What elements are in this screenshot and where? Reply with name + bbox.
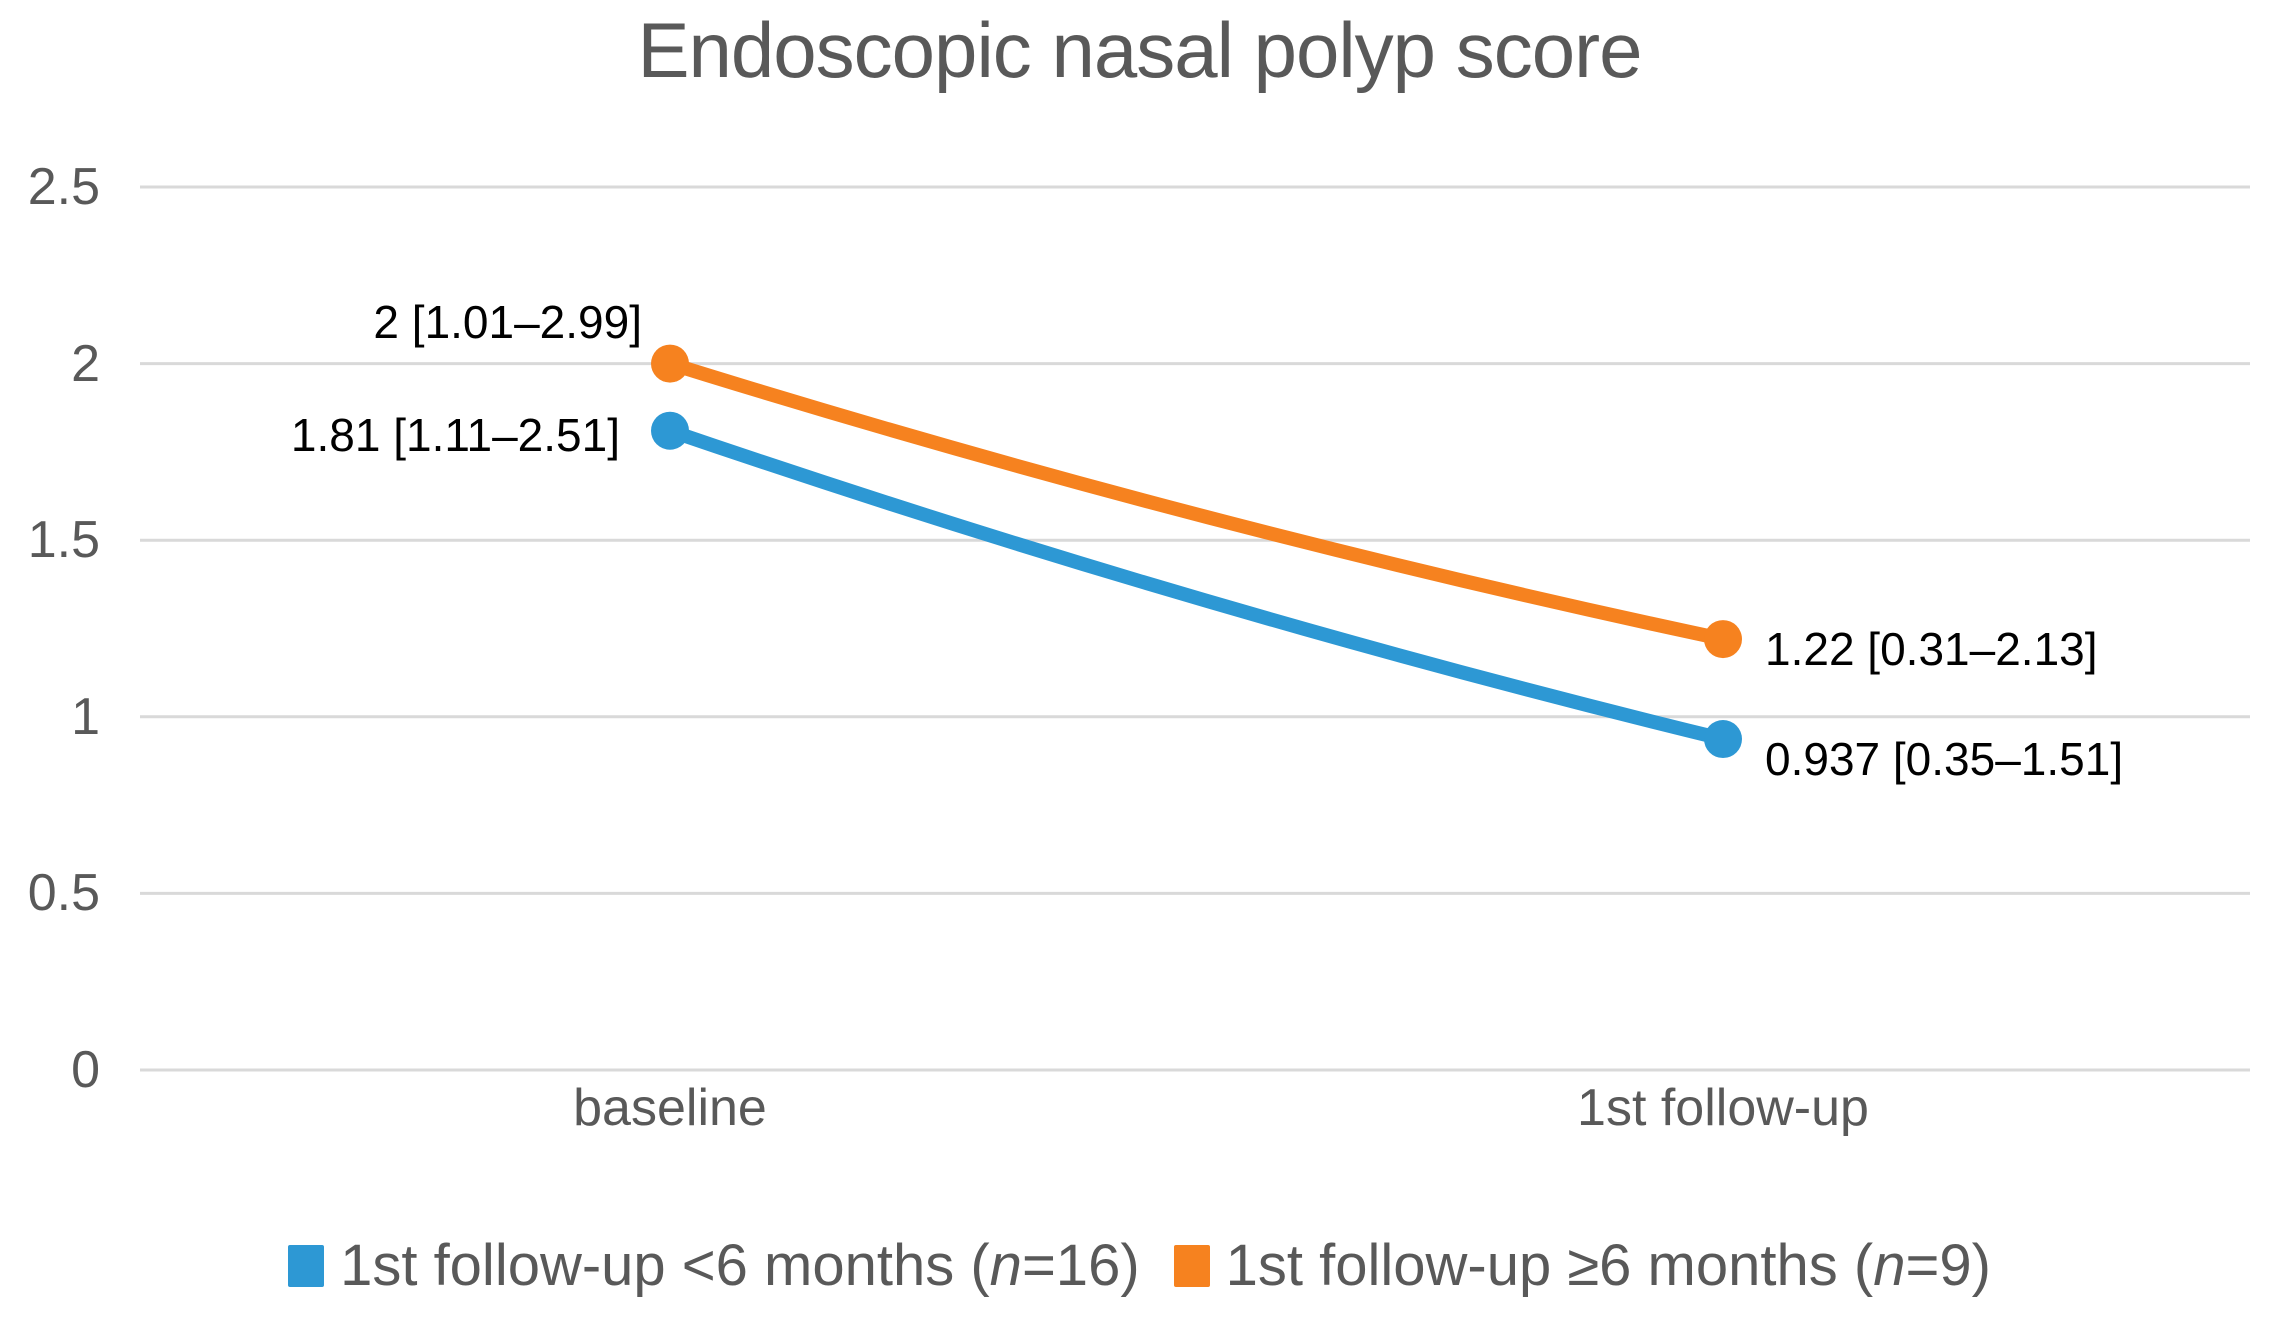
- data-point-label: 0.937 [0.35–1.51]: [1765, 733, 2124, 786]
- legend-label-n-italic: n: [1873, 1233, 1906, 1298]
- y-tick-label: 0: [71, 1041, 100, 1099]
- legend-label-n-italic: n: [989, 1233, 1022, 1298]
- y-tick-label: 2: [71, 334, 100, 393]
- legend-item-ge6months: 1st follow-up ≥6 months (n=9): [1173, 1232, 1991, 1299]
- legend-swatch-orange-icon: [1173, 1244, 1210, 1287]
- legend-item-lt6months: 1st follow-up <6 months (n=16): [288, 1232, 1140, 1299]
- data-point-marker: [651, 411, 689, 450]
- y-tick-label: 0.5: [27, 864, 100, 923]
- x-tick-label-baseline: baseline: [573, 1079, 767, 1137]
- data-point-marker: [1704, 620, 1742, 659]
- legend-swatch-blue-icon: [288, 1244, 325, 1287]
- y-tick-label: 1.5: [27, 511, 100, 570]
- data-point-label: 1.81 [1.11–2.51]: [290, 408, 620, 461]
- series-line: [663, 423, 1730, 747]
- legend-label-text: =16): [1021, 1233, 1140, 1298]
- legend-label-text: 1st follow-up ≥6 months (: [1225, 1233, 1874, 1298]
- y-tick-label: 1: [71, 687, 100, 746]
- legend: 1st follow-up <6 months (n=16) 1st follo…: [0, 1232, 2279, 1299]
- legend-label-lt6months: 1st follow-up <6 months (n=16): [340, 1232, 1140, 1299]
- series-line: [663, 356, 1730, 647]
- data-point-label: 1.22 [0.31–2.13]: [1765, 623, 2098, 676]
- data-point-marker: [651, 344, 689, 383]
- y-tick-label: 2.5: [27, 158, 100, 216]
- data-point-marker: [1704, 720, 1742, 759]
- legend-label-ge6months: 1st follow-up ≥6 months (n=9): [1226, 1232, 1991, 1299]
- legend-label-text: =9): [1905, 1233, 1991, 1298]
- data-point-label: 2 [1.01–2.99]: [373, 295, 642, 348]
- chart-title: Endoscopic nasal polyp score: [637, 6, 1643, 94]
- x-tick-label-first-followup: 1st follow-up: [1577, 1079, 1869, 1137]
- legend-label-text: 1st follow-up <6 months (: [340, 1233, 990, 1298]
